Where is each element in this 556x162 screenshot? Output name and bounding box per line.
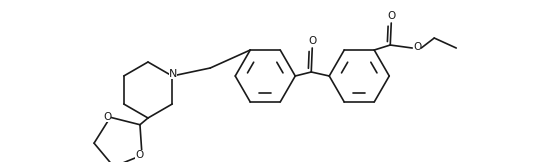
- Text: N: N: [169, 69, 177, 79]
- Text: O: O: [308, 36, 316, 46]
- Text: O: O: [103, 112, 111, 122]
- Text: O: O: [387, 11, 395, 21]
- Text: O: O: [135, 150, 143, 160]
- Text: O: O: [413, 42, 421, 52]
